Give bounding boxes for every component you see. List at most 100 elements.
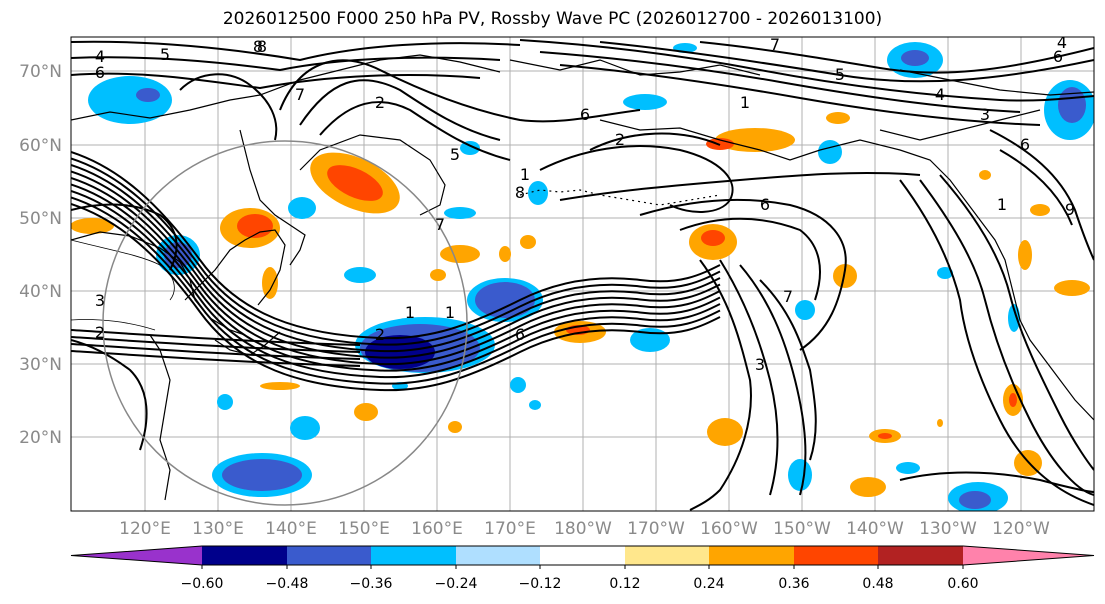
- chart-title: 2026012500 F000 250 hPa PV, Rossby Wave …: [222, 9, 883, 29]
- anomaly-blob: [937, 419, 943, 427]
- coastline: [71, 54, 501, 121]
- anomaly-blob: [788, 459, 812, 491]
- map-frame: [70, 36, 1095, 512]
- longitude-label: 150°E: [338, 519, 390, 539]
- contour-line: [599, 41, 1094, 83]
- jet-contour: [71, 151, 721, 340]
- contour-label: 4: [1057, 33, 1067, 52]
- colorbar-tick-label: 0.60: [947, 576, 978, 592]
- contour-label: 7: [770, 35, 780, 54]
- colorbar-tick-label: −0.24: [435, 576, 478, 592]
- contour-label: 1: [405, 303, 415, 322]
- contour-line: [179, 73, 278, 141]
- jet-contour: [71, 196, 721, 385]
- contour-label: 4: [935, 85, 945, 104]
- contour-label: 7: [435, 215, 445, 234]
- anomaly-blob: [290, 416, 320, 440]
- contour-label: 1: [997, 195, 1007, 214]
- longitude-label: 160°E: [411, 519, 463, 539]
- anomaly-blob: [529, 400, 541, 410]
- anomaly-blob: [1008, 304, 1020, 332]
- latitude-label: 50°N: [19, 209, 62, 229]
- colorbar-extend-high: [963, 546, 1094, 565]
- colorbar-tick-label: −0.48: [266, 576, 309, 592]
- anomaly-blob: [327, 165, 383, 201]
- latitude-labels: 70°N 60°N 50°N 40°N 30°N 20°N: [19, 62, 62, 448]
- coastline: [899, 69, 1094, 96]
- contour-line: [559, 64, 1041, 126]
- anomaly-blob: [262, 267, 278, 299]
- contour-line: [999, 149, 1073, 226]
- contour-label: 8: [515, 183, 525, 202]
- contour-line: [639, 198, 847, 351]
- colorbar: −0.60 −0.48 −0.36 −0.24 −0.12 0.12 0.24 0.36 0.4…: [70, 545, 1095, 592]
- longitude-label: 140°W: [846, 519, 904, 539]
- anomaly-blob: [71, 218, 114, 234]
- longitude-labels: 120°E 130°E 140°E 150°E 160°E 170°E 180°W 170°W…: [119, 519, 1050, 539]
- anomaly-blob: [260, 382, 300, 390]
- anomaly-blob: [1030, 204, 1050, 216]
- anomaly-blob: [826, 112, 850, 124]
- colorbar-tick-label: −0.36: [350, 576, 393, 592]
- anomaly-blob: [795, 300, 815, 320]
- coastline: [71, 231, 246, 336]
- longitude-label: 150°W: [773, 519, 831, 539]
- colorbar-segment: [287, 546, 371, 565]
- anomaly-blob: [222, 459, 302, 491]
- coastline: [519, 189, 721, 206]
- contour-line: [559, 171, 921, 201]
- longitude-label: 130°W: [919, 519, 977, 539]
- contour-line: [939, 174, 1094, 471]
- coastline: [184, 229, 286, 306]
- longitude-label: 120°W: [992, 519, 1050, 539]
- contour-label: 6: [515, 325, 525, 344]
- contour-line: [679, 217, 821, 301]
- contour-line: [739, 264, 807, 496]
- coastline: [239, 129, 306, 266]
- anomaly-blob: [1058, 87, 1086, 123]
- longitude-label: 170°W: [627, 519, 685, 539]
- contour-line: [899, 179, 1094, 506]
- contour-label: 6: [580, 105, 590, 124]
- jet-contour: [71, 336, 361, 353]
- contour-line: [899, 471, 1094, 493]
- colorbar-segment: [540, 546, 625, 565]
- contour-label: 6: [760, 195, 770, 214]
- anomaly-blob: [344, 267, 376, 283]
- longitude-label: 140°E: [265, 519, 317, 539]
- colorbar-segment: [794, 546, 878, 565]
- anomaly-blob: [217, 394, 233, 410]
- anomaly-blob: [707, 418, 743, 446]
- contour-label: 3: [980, 105, 990, 124]
- contour-line: [719, 259, 779, 496]
- contour-line: [539, 51, 1021, 113]
- anomaly-blob: [1018, 240, 1032, 270]
- coastline: [1014, 299, 1094, 421]
- latitude-label: 30°N: [19, 355, 62, 375]
- colorbar-tick-label: −0.12: [519, 576, 562, 592]
- colorbar-segment: [202, 546, 287, 565]
- jet-contour: [71, 177, 721, 366]
- coastline: [509, 59, 761, 76]
- anomaly-blob: [528, 181, 548, 205]
- contour-label: 5: [835, 65, 845, 84]
- pv-contours-other: [71, 39, 1094, 511]
- jet-contour: [71, 343, 361, 360]
- colorbar-segment: [625, 546, 709, 565]
- latitude-label: 40°N: [19, 282, 62, 302]
- contour-line: [989, 129, 1094, 261]
- region-circle: [102, 140, 468, 506]
- anomaly-blob: [818, 140, 842, 164]
- anomaly-blob: [1054, 280, 1090, 296]
- contour-line: [919, 179, 1094, 496]
- anomaly-blob: [878, 433, 892, 439]
- colorbar-segment: [878, 546, 963, 565]
- contour-label: 5: [160, 45, 170, 64]
- contour-label: 1: [520, 165, 530, 184]
- anomaly-blob: [937, 267, 953, 279]
- thin-contour: [71, 239, 175, 301]
- contour-line: [519, 39, 1094, 102]
- longitude-label: 120°E: [119, 519, 171, 539]
- colorbar-tick-label: 0.48: [862, 576, 893, 592]
